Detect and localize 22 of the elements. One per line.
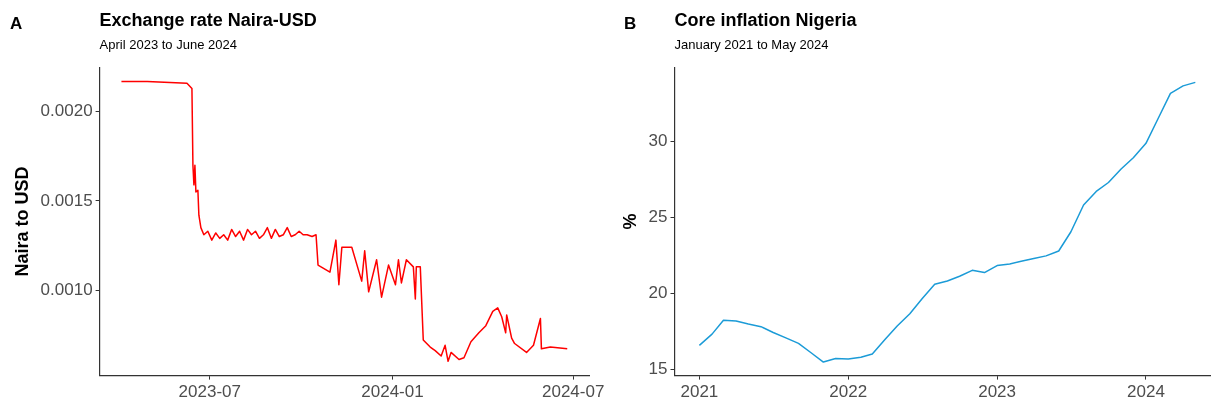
x-tick-label: 2024-01 (361, 382, 424, 402)
chart-subtitle: April 2023 to June 2024 (99, 36, 237, 52)
y-axis-title: Naira to USD (11, 166, 32, 277)
y-tick-label: 0.0020 (40, 101, 93, 121)
x-tick-label: 2024 (1127, 382, 1165, 402)
y-tick-label: 25 (648, 207, 668, 227)
y-tick-label: 0.0010 (40, 279, 93, 299)
y-tick-label: 0.0015 (40, 190, 93, 210)
y-tick-label: 15 (648, 359, 668, 379)
chart-title: Exchange rate Naira-USD (99, 9, 317, 30)
x-tick-label: 2022 (829, 382, 868, 402)
text: B (624, 14, 637, 34)
y-tick-label: 30 (648, 131, 668, 151)
x-tick-label: 2023 (978, 382, 1017, 402)
text: A (10, 14, 23, 34)
x-tick-label: 2023-07 (178, 382, 241, 402)
chart-title: Core inflation Nigeria (674, 9, 858, 30)
x-tick-label: 2024-07 (542, 382, 605, 402)
x-tick-label: 2021 (680, 382, 719, 402)
chart-subtitle: January 2021 to May 2024 (674, 36, 829, 52)
y-tick-label: 20 (648, 283, 668, 303)
y-axis-title: % (619, 213, 640, 230)
